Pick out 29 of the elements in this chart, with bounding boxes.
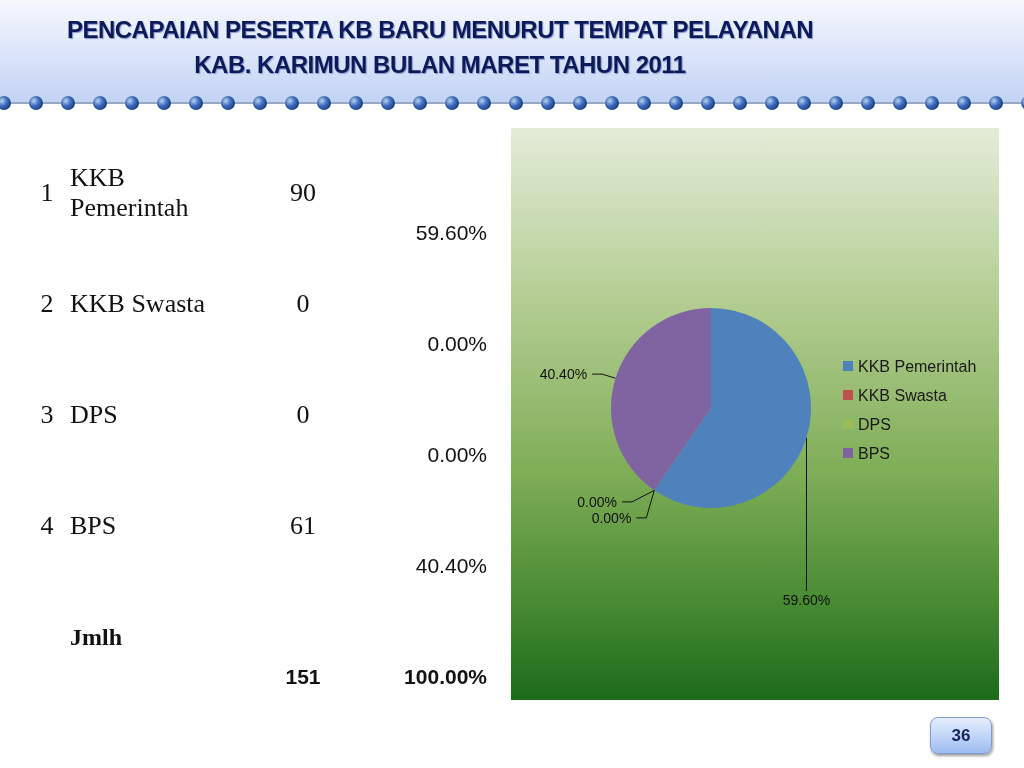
text: 0.00% <box>591 509 632 526</box>
category-label: KKB Swasta <box>70 289 206 318</box>
text: 2 <box>40 289 54 319</box>
text: 3 <box>40 400 54 430</box>
text: 4 <box>40 511 54 541</box>
legend-label: KKB Pemerintah <box>858 357 977 375</box>
text: 0.00% <box>427 442 487 468</box>
text: 90 <box>290 178 316 208</box>
text: 0 <box>296 289 310 319</box>
data-label: 40.40% <box>539 366 588 383</box>
text: Jmlh <box>70 623 123 652</box>
text: 100.00% <box>404 664 487 690</box>
text: 0.00% <box>577 493 618 510</box>
text: 61 <box>290 511 316 541</box>
legend-label: DPS <box>858 415 891 433</box>
text: 0 <box>296 400 310 430</box>
legend-label: KKB Swasta <box>858 386 948 404</box>
text: 1 <box>40 178 54 208</box>
text: 59.60% <box>415 220 487 246</box>
page-badge: 36 <box>930 717 992 754</box>
category-label: DPS <box>70 400 118 429</box>
text: 151 <box>285 664 321 690</box>
chart-title: PENCAPAIAN PESERTA KB BARU MENURUT TEMPAT PELAYANAN KAB. KARIMUN BULAN MARET TAHUN 2011 <box>65 15 815 80</box>
category-label: KKB Pemerintah <box>70 163 189 222</box>
legend-label: BPS <box>858 444 891 462</box>
text: 0.00% <box>427 331 487 357</box>
category-label: BPS <box>70 511 117 540</box>
text: 40.40% <box>415 553 487 579</box>
data-label: 59.60% <box>782 592 831 608</box>
